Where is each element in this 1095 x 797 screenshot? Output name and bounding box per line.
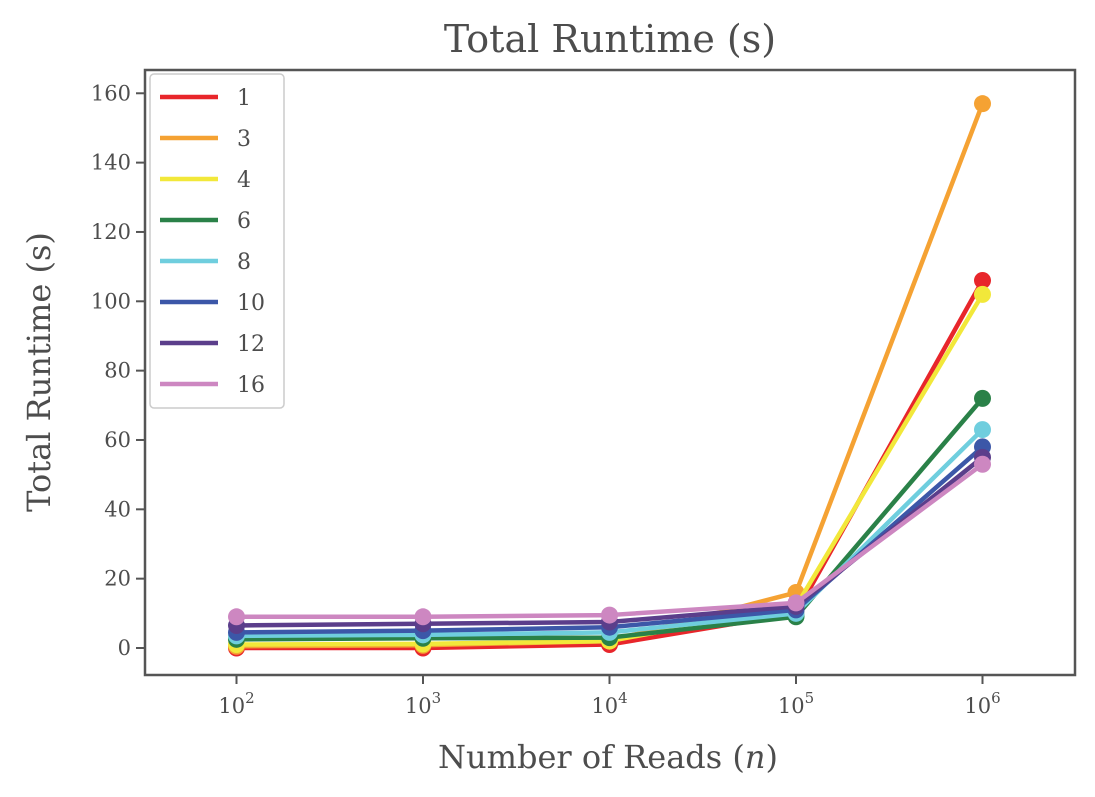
x-tick-label: 105 <box>778 689 814 718</box>
data-point-16 <box>414 608 432 626</box>
y-tick-label: 100 <box>91 289 131 313</box>
legend-box <box>149 73 285 409</box>
data-point-3 <box>974 95 991 113</box>
legend-label-12: 12 <box>237 332 265 357</box>
y-tick-label: 120 <box>91 220 131 244</box>
legend-label-4: 4 <box>237 168 251 193</box>
data-point-1 <box>974 271 991 289</box>
data-point-4 <box>974 285 991 303</box>
data-point-8 <box>974 421 991 439</box>
data-point-16 <box>787 594 805 612</box>
chart-title: Total Runtime (s) <box>444 17 776 61</box>
y-tick-label: 80 <box>104 359 131 383</box>
y-tick-label: 0 <box>118 636 131 660</box>
series-line-3 <box>236 102 985 649</box>
data-point-16 <box>974 455 991 473</box>
plot-area <box>228 95 991 657</box>
x-axis-label: Number of Reads (n) <box>438 738 778 776</box>
data-point-16 <box>601 606 618 624</box>
y-tick-label: 60 <box>104 428 131 452</box>
x-axis-label-variable: n <box>745 738 766 776</box>
legend-label-8: 8 <box>237 250 251 275</box>
data-point-6 <box>974 389 991 407</box>
series-line-1 <box>236 279 985 651</box>
series-line-6 <box>236 396 985 642</box>
x-axis: 102 103 104 105 106 <box>218 675 1001 718</box>
x-tick-label: 102 <box>218 689 254 718</box>
x-tick-label: 103 <box>405 689 441 718</box>
data-point-16 <box>228 608 245 626</box>
x-tick-label: 106 <box>964 689 1000 718</box>
y-axis: 0 20 40 60 80 100 120 140 160 <box>91 81 145 660</box>
y-axis-label: Total Runtime (s) <box>20 232 58 512</box>
y-tick-label: 160 <box>91 81 131 105</box>
legend-label-6: 6 <box>237 209 251 234</box>
y-tick-label: 140 <box>91 151 131 175</box>
legend-label-16: 16 <box>237 373 265 398</box>
series-line-4 <box>236 293 985 647</box>
legend-label-10: 10 <box>237 291 265 316</box>
x-axis-label-close: ) <box>765 738 777 776</box>
y-tick-label: 40 <box>104 497 131 521</box>
y-tick-label: 20 <box>104 567 131 591</box>
legend-label-1: 1 <box>237 86 251 111</box>
legend: 1 3 4 6 8 10 12 16 <box>149 73 285 409</box>
x-axis-label-text: Number of Reads ( <box>438 738 745 776</box>
legend-label-3: 3 <box>237 127 251 152</box>
x-tick-label: 104 <box>591 689 627 718</box>
